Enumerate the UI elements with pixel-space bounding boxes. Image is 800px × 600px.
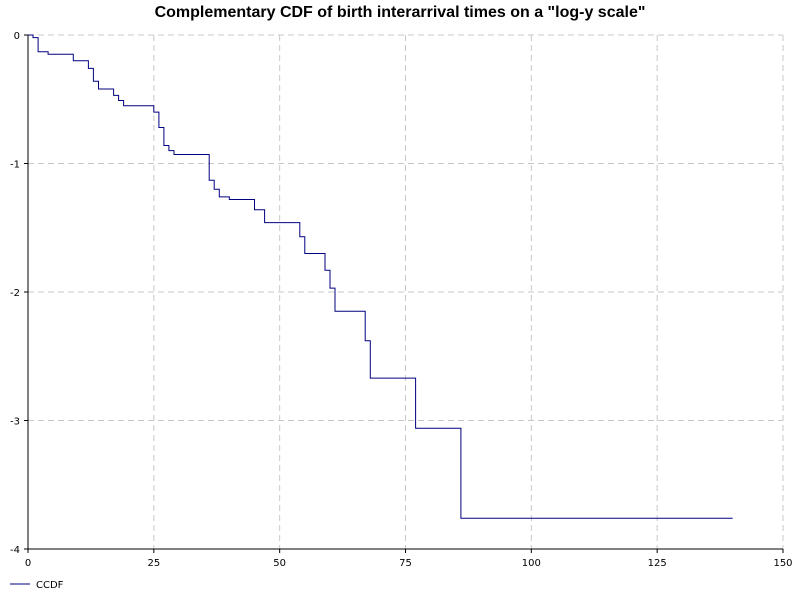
series-line-ccdf [28,34,733,519]
chart-title: Complementary CDF of birth interarrival … [155,4,646,21]
y-tick-label: -2 [10,288,20,299]
y-tick-label: -4 [10,545,20,556]
x-tick-label: 125 [648,558,667,569]
y-tick-label: -1 [10,160,20,171]
y-tick-label: 0 [14,31,20,42]
legend-label-ccdf: CCDF [36,580,64,591]
x-tick-label: 100 [522,558,541,569]
y-tick-label: -3 [10,417,20,428]
x-tick-label: 150 [773,558,792,569]
x-tick-label: 25 [147,558,160,569]
x-tick-label: 50 [273,558,286,569]
legend: CCDF [10,580,64,591]
axis-ticks: 0 25 50 75 100 125 150 0 -1 -2 -3 -4 [10,31,793,569]
x-tick-label: 75 [399,558,412,569]
gridlines [28,34,784,549]
x-tick-label: 0 [25,558,31,569]
series-layer [28,34,733,519]
